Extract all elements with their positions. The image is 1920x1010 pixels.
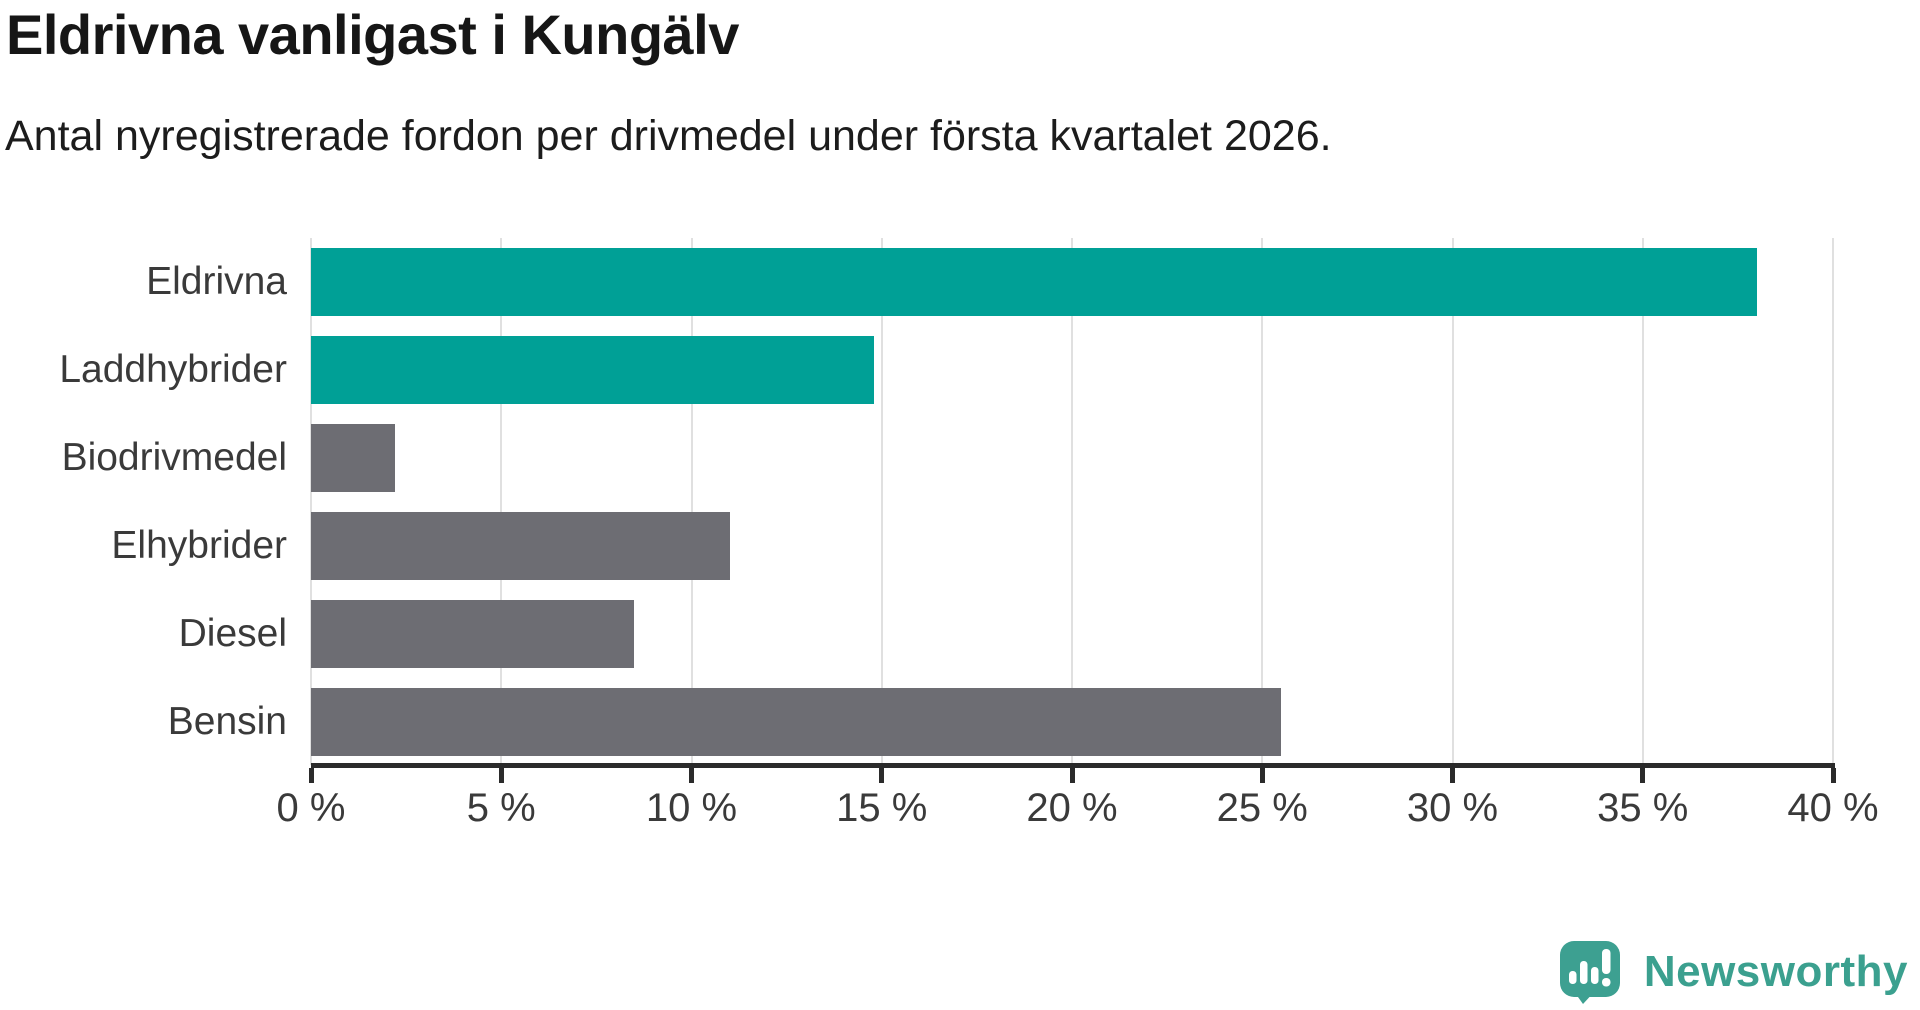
bar-row: Diesel [0, 590, 1920, 678]
chart-title: Eldrivna vanligast i Kungälv [6, 3, 739, 66]
axis-tick [1450, 768, 1455, 783]
gridline-40pct [1832, 238, 1834, 765]
tick-label: 10 % [645, 786, 738, 830]
bar-elhybrider [311, 512, 730, 580]
bar-track [311, 238, 1833, 326]
tick-label: 30 % [1406, 786, 1499, 830]
bar-laddhybrider [311, 336, 875, 404]
category-label-biodrivmedel: Biodrivmedel [61, 436, 287, 479]
brand-name: Newsworthy [1643, 947, 1908, 996]
tick-label: 40 % [1787, 786, 1879, 830]
bar-track [311, 414, 1833, 502]
gridline-5pct [500, 238, 503, 765]
gridline-15pct [880, 238, 883, 765]
chart-subtitle: Antal nyregistrerade fordon per drivmede… [5, 112, 1332, 160]
category-label-bensin: Bensin [167, 700, 287, 743]
bar-track [311, 590, 1833, 678]
axis-tick [1640, 768, 1646, 783]
axis-tick [1069, 768, 1075, 783]
tick-label: 15 % [836, 786, 928, 830]
bar-row: Bensin [0, 678, 1920, 766]
bar-track [311, 326, 1833, 414]
bar-row: Eldrivna [0, 238, 1920, 326]
bar-track [311, 502, 1833, 590]
tick-label: 5 % [466, 786, 536, 830]
gridline-20pct [1071, 238, 1073, 765]
bar-row: Elhybrider [0, 502, 1920, 590]
gridline-30pct [1451, 238, 1454, 765]
axis-tick [1259, 768, 1265, 783]
bar-rows: Eldrivna Laddhybrider Biodrivmedel Elhybrid… [0, 238, 1920, 766]
tick-label: 25 % [1216, 786, 1308, 830]
bar-row: Laddhybrider [0, 326, 1920, 414]
category-label-laddhybrider: Laddhybrider [59, 348, 287, 391]
newsworthy-logo-icon [1559, 941, 1620, 1004]
category-label-diesel: Diesel [178, 612, 287, 655]
tick-label: 20 % [1026, 786, 1118, 830]
bar-row: Biodrivmedel [0, 414, 1920, 502]
bar-track [311, 678, 1833, 766]
plot-gridlines [310, 238, 1834, 765]
gridline-0pct [310, 238, 312, 765]
tick-label: 35 % [1597, 786, 1689, 830]
category-label-elhybrider: Elhybrider [111, 524, 287, 567]
axis-tick [879, 768, 885, 783]
bar-bensin [311, 688, 1282, 756]
branding: Newsworthy [1558, 940, 1908, 1004]
gridline-10pct [690, 238, 693, 765]
axis-tick [308, 768, 314, 783]
x-axis-line [311, 763, 1835, 768]
gridline-35pct [1641, 238, 1644, 765]
bar-eldrivna [311, 248, 1757, 316]
axis-tick [498, 768, 504, 783]
bar-biodrivmedel [311, 424, 395, 492]
axis-tick [1830, 768, 1836, 783]
axis-tick [689, 768, 694, 783]
gridline-25pct [1261, 238, 1264, 765]
category-label-eldrivna: Eldrivna [146, 260, 287, 303]
bar-diesel [311, 600, 635, 668]
tick-label: 0 % [276, 786, 346, 830]
